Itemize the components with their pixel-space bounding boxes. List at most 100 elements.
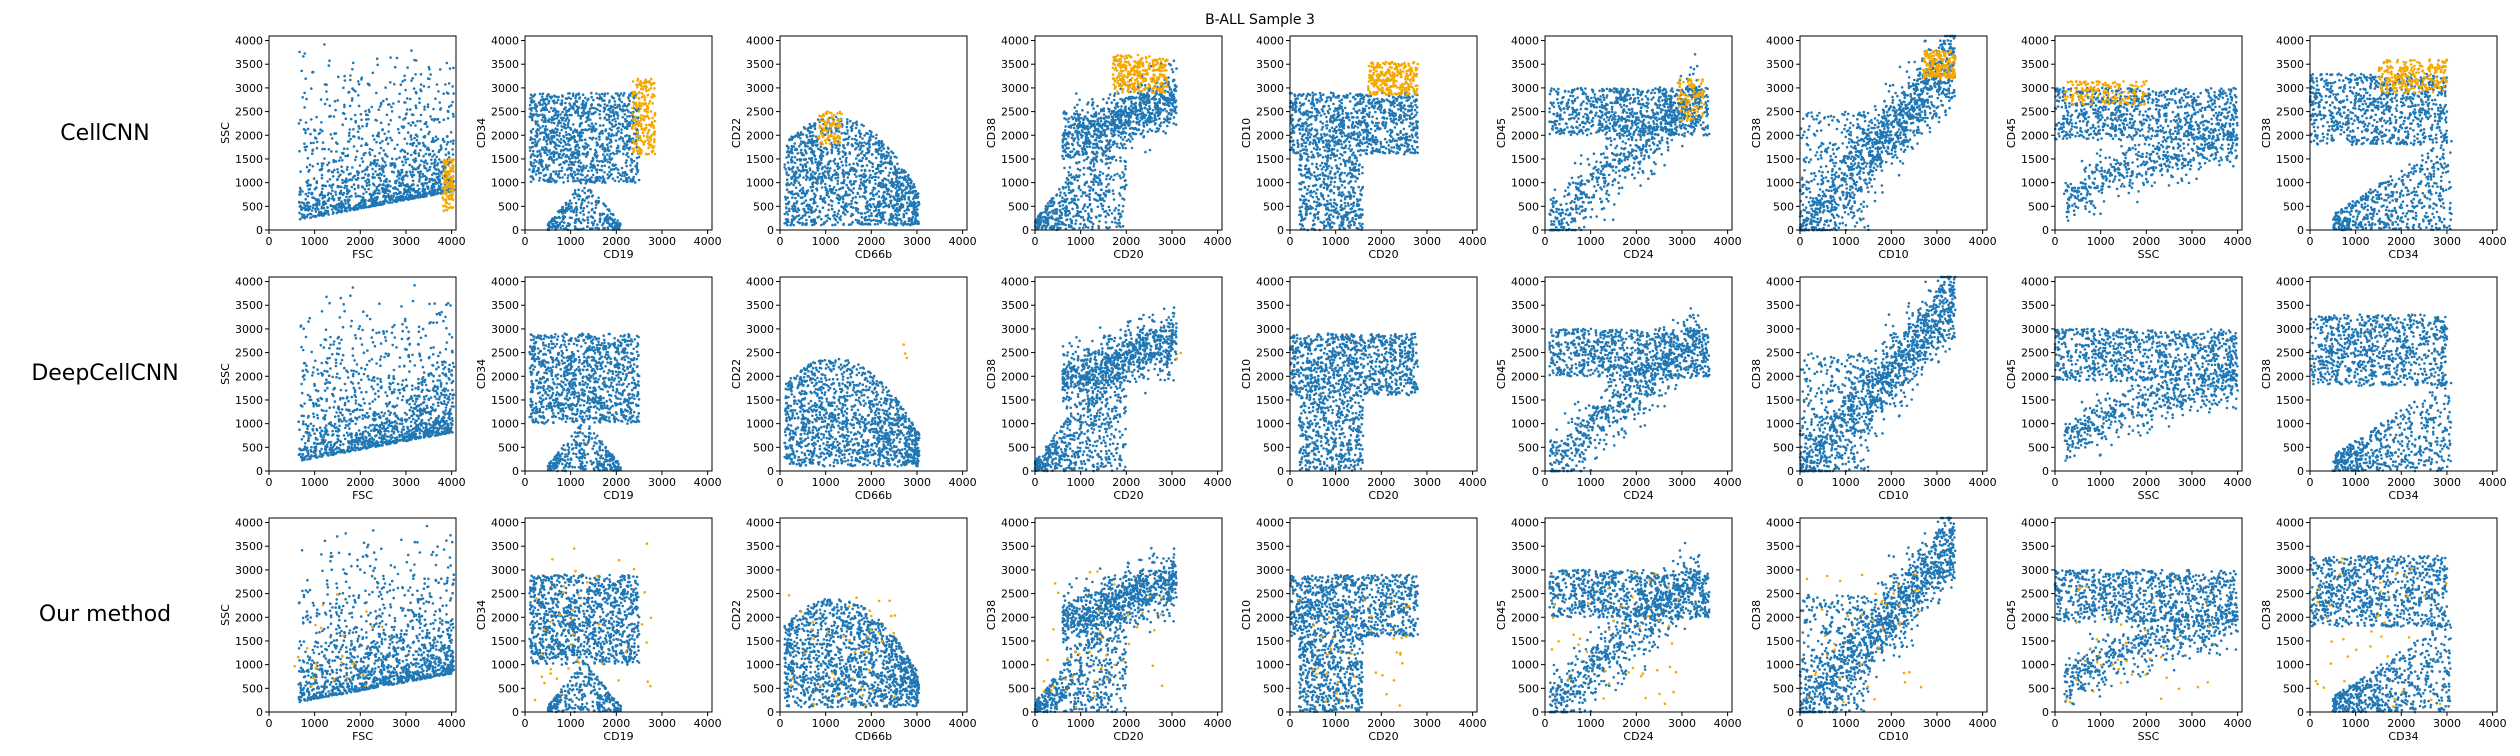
data-point: [437, 187, 440, 190]
data-point: [437, 138, 440, 141]
data-point: [622, 180, 625, 183]
data-point: [625, 143, 628, 146]
data-point: [627, 110, 630, 113]
data-point: [837, 202, 840, 205]
data-point: [368, 184, 371, 187]
data-point: [549, 142, 552, 145]
data-point: [537, 129, 540, 132]
data-point: [364, 173, 367, 176]
data-point: [632, 116, 635, 119]
data-point: [857, 211, 860, 214]
data-point: [579, 96, 582, 99]
data-point: [304, 77, 307, 80]
data-point: [529, 112, 532, 115]
data-point: [845, 164, 848, 167]
data-point: [401, 160, 404, 163]
data-point: [324, 195, 327, 198]
selected-point: [448, 203, 451, 206]
data-point: [609, 127, 612, 130]
data-point: [575, 211, 578, 214]
data-point: [550, 107, 553, 110]
data-point: [552, 219, 555, 222]
y-tick-label: 1500: [235, 153, 263, 166]
selected-point: [632, 80, 635, 83]
data-point: [878, 200, 881, 203]
data-point: [314, 188, 317, 191]
selected-point: [651, 121, 654, 124]
selected-point: [449, 189, 452, 192]
data-point: [620, 178, 623, 181]
data-point: [600, 131, 603, 134]
y-tick-label: 3000: [491, 82, 519, 95]
selected-point: [452, 159, 455, 162]
data-point: [828, 174, 831, 177]
data-point: [581, 202, 584, 205]
data-point: [532, 162, 535, 165]
data-point: [379, 105, 382, 108]
data-point: [856, 162, 859, 165]
data-point: [387, 189, 390, 192]
data-point: [909, 200, 912, 203]
data-point: [828, 196, 831, 199]
data-point: [629, 180, 632, 183]
data-point: [555, 226, 558, 229]
selected-point: [632, 148, 635, 151]
data-point: [595, 207, 598, 210]
data-point: [603, 179, 606, 182]
data-point: [381, 128, 384, 131]
data-point: [544, 128, 547, 131]
data-point: [384, 196, 387, 199]
selected-point: [631, 139, 634, 142]
selected-point: [448, 207, 451, 210]
data-point: [545, 104, 548, 107]
data-point: [376, 57, 379, 60]
data-point: [438, 150, 441, 153]
data-point: [530, 181, 533, 184]
selected-point: [654, 153, 657, 156]
data-point: [562, 161, 565, 164]
data-point: [422, 194, 425, 197]
data-point: [428, 178, 431, 181]
data-point: [552, 161, 555, 164]
data-point: [543, 138, 546, 141]
data-point: [357, 174, 360, 177]
data-point: [336, 168, 339, 171]
data-point: [326, 206, 329, 209]
data-point: [423, 108, 426, 111]
data-point: [598, 179, 601, 182]
data-point: [582, 213, 585, 216]
data-point: [337, 76, 340, 79]
data-point: [420, 159, 423, 162]
selected-point: [451, 193, 454, 196]
selected-point: [442, 162, 445, 165]
data-point: [531, 119, 534, 122]
data-point: [534, 103, 537, 106]
data-point: [348, 134, 351, 137]
data-point: [629, 93, 632, 96]
data-point: [388, 180, 391, 183]
data-point: [608, 155, 611, 158]
data-point: [393, 165, 396, 168]
data-point: [312, 71, 315, 74]
data-point: [422, 175, 425, 178]
data-point: [839, 158, 842, 161]
data-point: [573, 151, 576, 154]
data-point: [378, 165, 381, 168]
data-point: [410, 138, 413, 141]
data-point: [381, 184, 384, 187]
data-point: [550, 121, 553, 124]
data-point: [317, 163, 320, 166]
data-point: [440, 107, 443, 110]
data-point: [452, 113, 455, 116]
selected-point: [648, 144, 651, 147]
data-point: [344, 181, 347, 184]
data-point: [368, 84, 371, 87]
data-point: [422, 188, 425, 191]
data-point: [360, 78, 363, 81]
data-point: [413, 137, 416, 140]
selected-point: [631, 107, 634, 110]
data-point: [572, 130, 575, 133]
data-point: [396, 196, 399, 199]
data-point: [393, 147, 396, 150]
data-point: [401, 80, 404, 83]
